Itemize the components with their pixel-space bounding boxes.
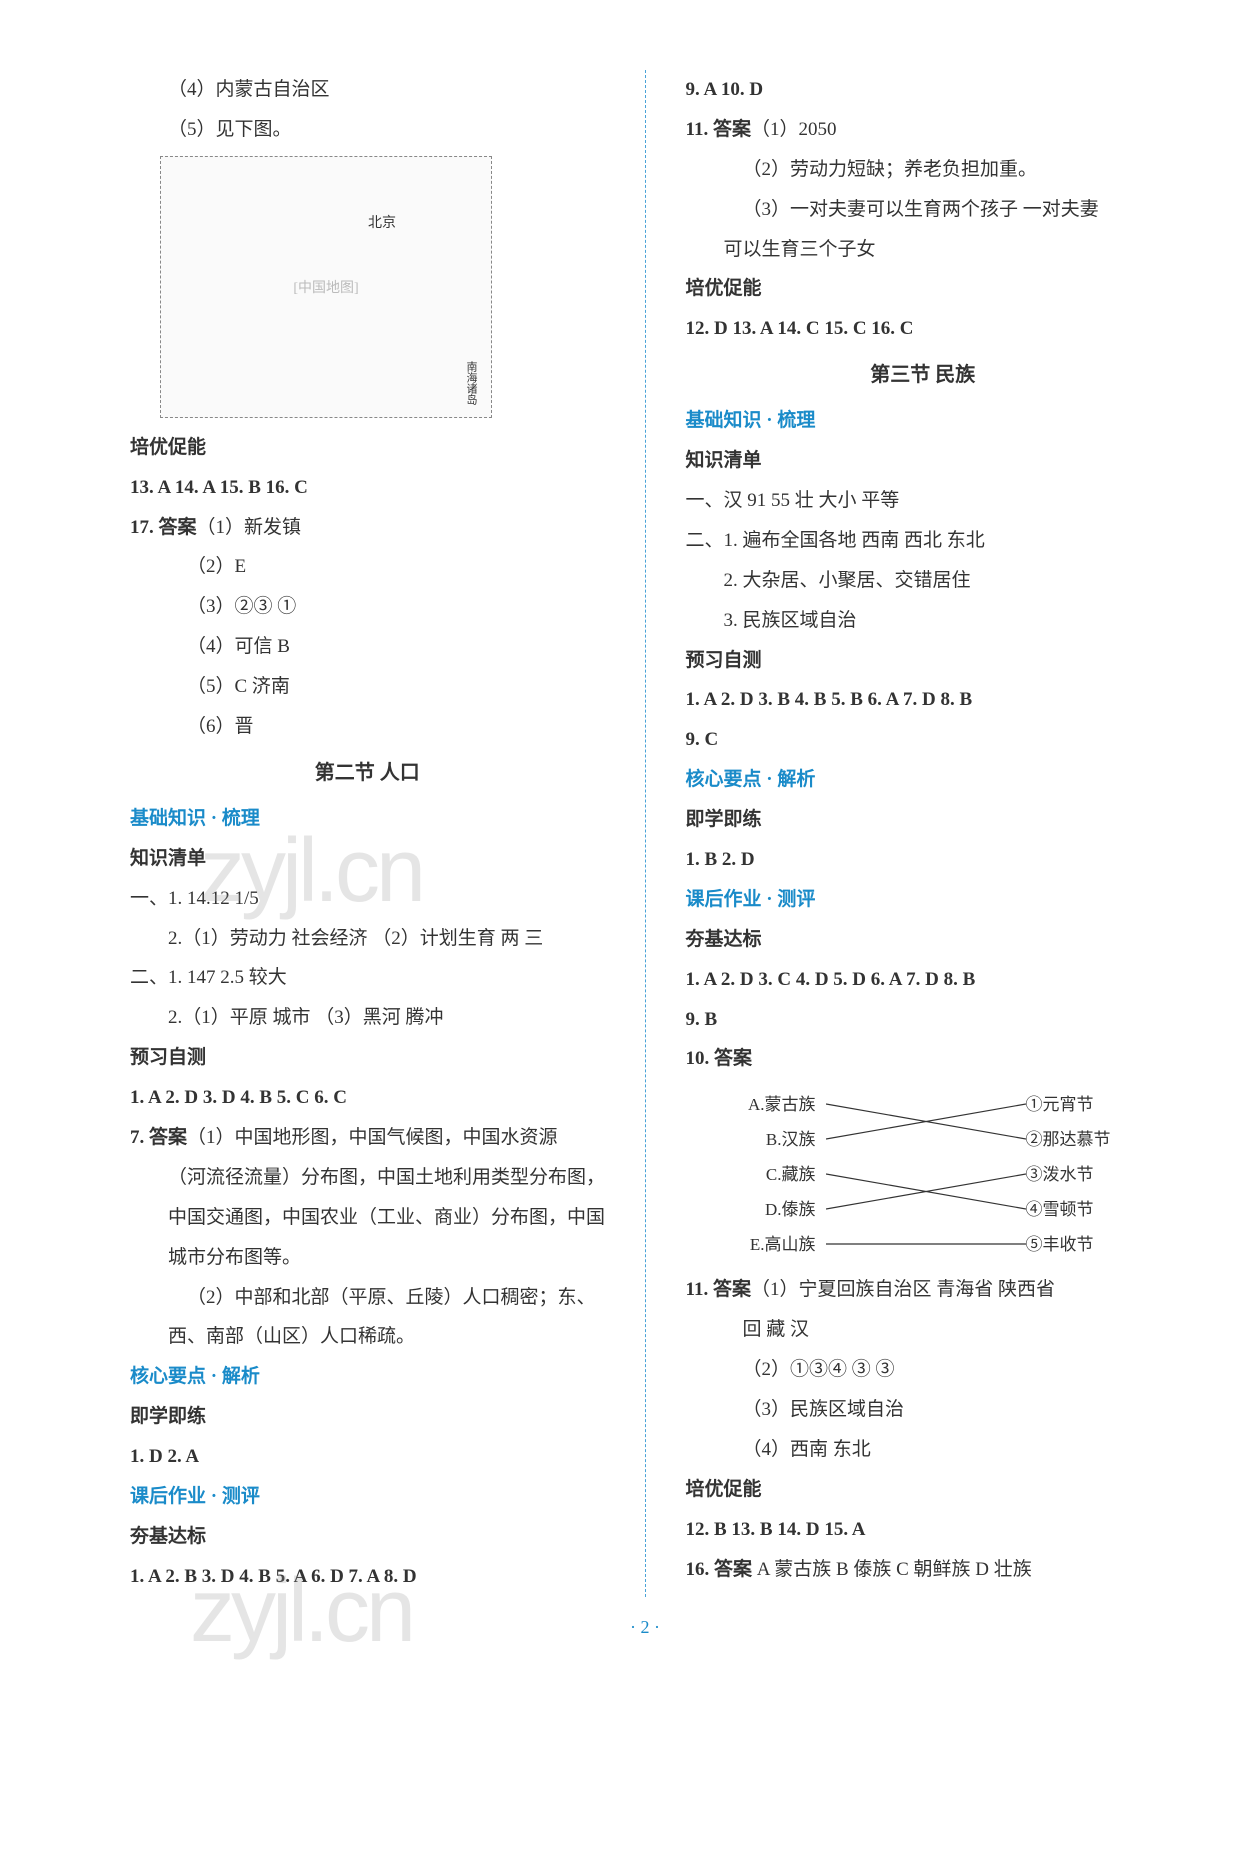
answer-row: 1. B 2. D — [686, 840, 1161, 880]
answer-row: 12. D 13. A 14. C 15. C 16. C — [686, 309, 1161, 349]
text: 一、汉 91 55 壮 大小 平等 — [686, 481, 1161, 521]
heading-jxjl: 即学即练 — [686, 800, 1161, 840]
answer-row: 1. A 2. D 3. D 4. B 5. C 6. C — [130, 1078, 605, 1118]
heading-khzc: 课后作业 · 测评 — [686, 880, 1161, 920]
text: （3）②③ ① — [130, 587, 605, 627]
text: （2）①③④ ③ ③ — [686, 1350, 1161, 1390]
answer-row: 12. B 13. B 14. D 15. A — [686, 1510, 1161, 1550]
answer-row: 9. C — [686, 720, 1161, 760]
match-left-col: A.蒙古族 B.汉族 C.藏族 D.傣族 E.高山族 — [736, 1087, 816, 1262]
text: 中国交通图，中国农业（工业、商业）分布图，中国 — [130, 1198, 605, 1238]
answer-row: 1. A 2. D 3. C 4. D 5. D 6. A 7. D 8. B — [686, 960, 1161, 1000]
text: 3. 民族区域自治 — [686, 601, 1161, 641]
text: （2）劳动力短缺；养老负担加重。 — [686, 150, 1161, 190]
heading-hjdb: 夯基达标 — [686, 920, 1161, 960]
heading-hjdb: 夯基达标 — [130, 1517, 605, 1557]
text: （4）可信 B — [130, 627, 605, 667]
heading-khzc: 课后作业 · 测评 — [130, 1477, 605, 1517]
column-divider — [645, 70, 646, 1597]
map-label-nanhai: 南海诸岛 — [463, 361, 479, 405]
heading-peiyou: 培优促能 — [686, 1470, 1161, 1510]
answer-row: 1. A 2. D 3. B 4. B 5. B 6. A 7. D 8. B — [686, 680, 1161, 720]
text: （4）西南 东北 — [686, 1430, 1161, 1470]
page-number: · 2 · — [130, 1617, 1160, 1638]
heading-yxzc: 预习自测 — [686, 641, 1161, 681]
q7-line: 7. 答案（1）中国地形图，中国气候图，中国水资源 — [130, 1118, 605, 1158]
match-right-item: ③泼水节 — [1026, 1157, 1116, 1192]
map-label-beijing: 北京 — [368, 212, 396, 232]
match-right-item: ②那达慕节 — [1026, 1122, 1116, 1157]
text: 一、1. 14.12 1/5 — [130, 879, 605, 919]
text: 二、1. 遍布全国各地 西南 西北 东北 — [686, 521, 1161, 561]
match-left-item: D.傣族 — [736, 1192, 816, 1227]
heading-jxjl: 即学即练 — [130, 1397, 605, 1437]
text: （5）C 济南 — [130, 667, 605, 707]
text: 二、1. 147 2.5 较大 — [130, 958, 605, 998]
match-lines — [826, 1087, 1026, 1262]
match-left-item: B.汉族 — [736, 1122, 816, 1157]
answer-row: 1. D 2. A — [130, 1437, 605, 1477]
map-placeholder: [中国地图] — [293, 277, 358, 297]
text: （2）中部和北部（平原、丘陵）人口稠密；东、 — [130, 1278, 605, 1318]
text: 回 藏 汉 — [686, 1310, 1161, 1350]
heading-jczs: 基础知识 · 梳理 — [686, 401, 1161, 441]
answer-row: 9. B — [686, 1000, 1161, 1040]
heading-yxzc: 预习自测 — [130, 1038, 605, 1078]
section-2-title: 第二节 人口 — [130, 747, 605, 799]
match-right-item: ①元宵节 — [1026, 1087, 1116, 1122]
q17-header: 17. 答案17. 答案（1）新发镇（1）新发镇 — [130, 508, 605, 548]
heading-zsqd: 知识清单 — [130, 839, 605, 879]
text: （5）见下图。 — [130, 110, 605, 150]
section-3-title: 第三节 民族 — [686, 349, 1161, 401]
heading-peiyou: 培优促能 — [686, 269, 1161, 309]
heading-jczs: 基础知识 · 梳理 — [130, 799, 605, 839]
match-right-col: ①元宵节 ②那达慕节 ③泼水节 ④雪顿节 ⑤丰收节 — [1026, 1087, 1116, 1262]
heading-hxyd: 核心要点 · 解析 — [686, 760, 1161, 800]
match-right-item: ⑤丰收节 — [1026, 1227, 1116, 1262]
left-column: （4）内蒙古自治区 （5）见下图。 [中国地图] 北京 南海诸岛 培优促能 13… — [130, 70, 605, 1597]
q10-header: 10. 答案 — [686, 1039, 1161, 1079]
answer-row: 1. A 2. B 3. D 4. B 5. A 6. D 7. A 8. D — [130, 1557, 605, 1597]
answer-row: 13. A 14. A 15. B 16. C — [130, 468, 605, 508]
heading-zsqd: 知识清单 — [686, 441, 1161, 481]
match-left-item: C.藏族 — [736, 1157, 816, 1192]
text: （河流径流量）分布图，中国土地利用类型分布图， — [130, 1158, 605, 1198]
text: （2）E — [130, 547, 605, 587]
match-left-item: A.蒙古族 — [736, 1087, 816, 1122]
text: （4）内蒙古自治区 — [130, 70, 605, 110]
text: 2.（1）平原 城市 （3）黑河 腾冲 — [130, 998, 605, 1038]
q16-line: 16. 答案 A 蒙古族 B 傣族 C 朝鲜族 D 壮族 — [686, 1550, 1161, 1590]
china-map: [中国地图] 北京 南海诸岛 — [160, 156, 492, 418]
q11b-line: 11. 答案（1）宁夏回族自治区 青海省 陕西省 — [686, 1270, 1161, 1310]
right-column: 9. A 10. D 11. 答案（1）2050 （2）劳动力短缺；养老负担加重… — [686, 70, 1161, 1597]
text: 可以生育三个子女 — [686, 230, 1161, 270]
match-right-item: ④雪顿节 — [1026, 1192, 1116, 1227]
text: （3）民族区域自治 — [686, 1390, 1161, 1430]
text: （3）一对夫妻可以生育两个孩子 一对夫妻 — [686, 190, 1161, 230]
heading-hxyd: 核心要点 · 解析 — [130, 1357, 605, 1397]
matching-diagram: A.蒙古族 B.汉族 C.藏族 D.傣族 E.高山族 ①元宵节 ②那达慕节 ③ — [736, 1087, 1116, 1262]
answer-row: 9. A 10. D — [686, 70, 1161, 110]
heading-peiyou: 培优促能 — [130, 428, 605, 468]
text: 2.（1）劳动力 社会经济 （2）计划生育 两 三 — [130, 919, 605, 959]
q11-line: 11. 答案（1）2050 — [686, 110, 1161, 150]
text: 2. 大杂居、小聚居、交错居住 — [686, 561, 1161, 601]
match-left-item: E.高山族 — [736, 1227, 816, 1262]
text: 城市分布图等。 — [130, 1238, 605, 1278]
text: （6）晋 — [130, 707, 605, 747]
text: 西、南部（山区）人口稀疏。 — [130, 1317, 605, 1357]
